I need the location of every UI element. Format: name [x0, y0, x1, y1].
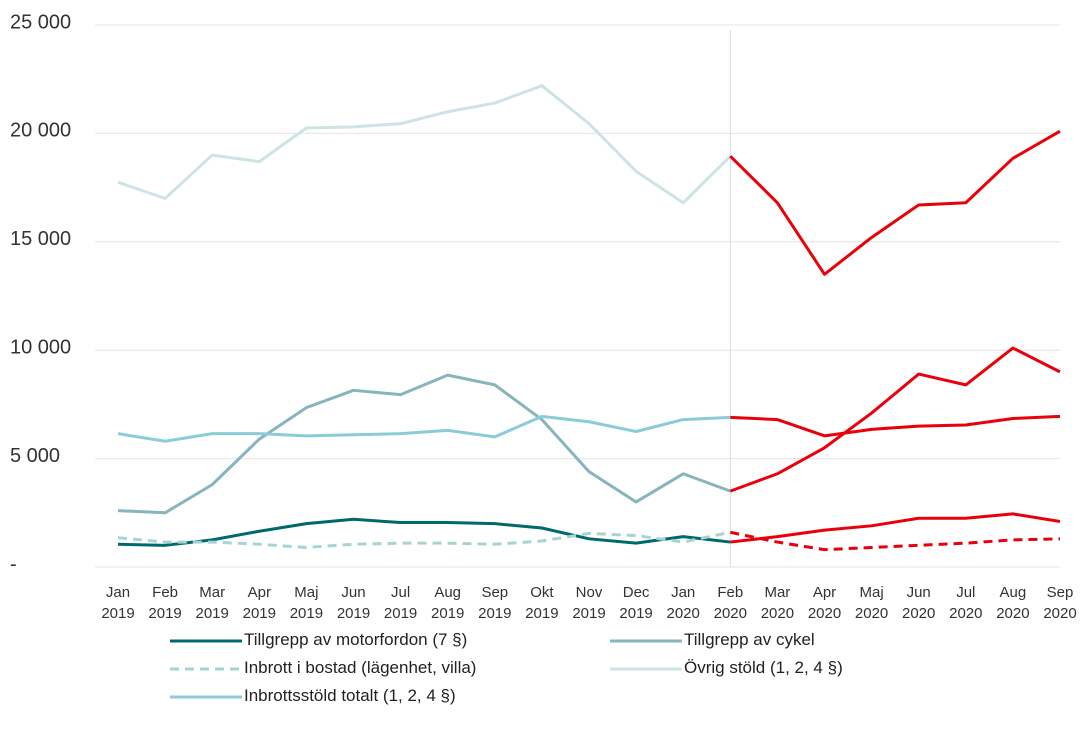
- legend-label: Övrig stöld (1, 2, 4 §): [684, 658, 843, 677]
- x-tick-label: Maj 2019: [289, 584, 324, 622]
- y-tick-label: 20 000: [10, 120, 71, 142]
- x-tick-label: Jan 2019: [101, 584, 135, 622]
- series-line: [117, 373, 731, 515]
- legend-label: Inbrott i bostad (lägenhet, villa): [244, 658, 477, 677]
- x-tick-label: Mar 2019: [195, 584, 229, 622]
- highlight-line: [729, 129, 1061, 276]
- x-tick-label: Jul 2020: [949, 584, 983, 622]
- x-tick-label: Jan 2020: [666, 584, 700, 622]
- x-tick-label: Feb 2020: [713, 584, 747, 622]
- x-tick-label: Sep 2019: [478, 584, 512, 622]
- x-tick-label: Dec 2019: [619, 584, 653, 622]
- x-tick-label: Apr 2020: [807, 584, 842, 622]
- y-tick-label: 5 000: [10, 445, 60, 467]
- x-tick-label: Aug 2019: [431, 584, 465, 622]
- x-tick-label: Sep 2020: [1043, 584, 1077, 622]
- x-tick-label: Maj 2020: [854, 584, 889, 622]
- series-line: [117, 414, 731, 443]
- series-line: [117, 84, 732, 205]
- y-tick-label: 25 000: [10, 11, 71, 33]
- x-tick-label: Aug 2020: [996, 584, 1030, 622]
- x-tick-label: Nov 2019: [572, 584, 606, 622]
- x-tick-label: Okt 2019: [525, 584, 559, 622]
- y-tick-label: 10 000: [10, 336, 71, 358]
- highlight-line: [730, 512, 1061, 544]
- highlight-line: [729, 530, 1061, 552]
- x-tick-label: Jul 2019: [383, 584, 418, 622]
- highlight-line: [729, 346, 1061, 493]
- x-tick-label: Mar 2020: [760, 584, 795, 622]
- x-tick-label: Apr 2019: [242, 584, 276, 622]
- legend-label: Tillgrepp av motorfordon (7 §): [244, 630, 468, 649]
- x-tick-label: Jun 2020: [902, 584, 936, 622]
- legend-label: Tillgrepp av cykel: [684, 630, 815, 649]
- x-tick-label: Jun 2019: [336, 584, 371, 622]
- series-line: [117, 517, 731, 547]
- legend-label: Inbrottsstöld totalt (1, 2, 4 §): [244, 686, 456, 705]
- highlight-line: [730, 414, 1061, 438]
- x-tick-label: Feb 2019: [148, 584, 182, 622]
- y-tick-label: 15 000: [10, 228, 71, 250]
- y-tick-label: -: [10, 553, 17, 575]
- series-line: [117, 530, 731, 549]
